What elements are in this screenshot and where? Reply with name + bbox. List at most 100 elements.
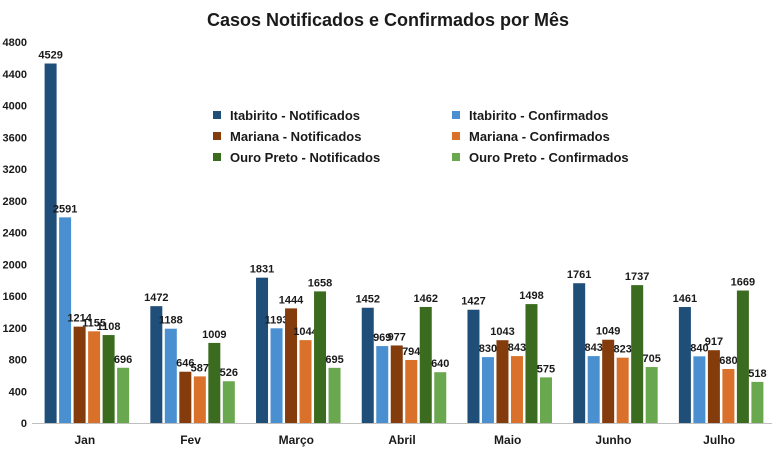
x-tick-label: Abril	[388, 433, 415, 447]
y-tick-label: 2400	[3, 228, 27, 240]
data-label: 2591	[53, 203, 77, 215]
legend-swatch	[452, 132, 460, 140]
bar	[405, 359, 418, 423]
y-tick-label: 0	[21, 418, 27, 430]
data-label: 969	[373, 332, 391, 344]
y-tick-label: 800	[9, 355, 27, 367]
data-label: 977	[388, 331, 406, 343]
data-label: 843	[584, 342, 602, 354]
legend-item: Ouro Preto - Confirmados	[452, 149, 652, 165]
legend-swatch	[452, 111, 460, 119]
data-label: 696	[114, 354, 132, 366]
data-label: 1472	[144, 292, 168, 304]
bar	[256, 277, 269, 423]
legend-item: Mariana - Confirmados	[452, 128, 652, 144]
data-label: 526	[220, 367, 238, 379]
bar	[314, 291, 327, 423]
y-tick-label: 4400	[3, 69, 27, 81]
bar	[434, 372, 447, 423]
data-label: 1498	[519, 290, 543, 302]
legend-item: Mariana - Notificados	[213, 128, 452, 144]
data-label: 575	[537, 363, 555, 375]
data-label: 1009	[202, 329, 226, 341]
data-label: 1043	[490, 326, 514, 338]
bar	[419, 306, 432, 423]
bar	[707, 350, 720, 423]
bar	[88, 331, 101, 423]
bar	[59, 217, 72, 423]
legend-label: Itabirito - Confirmados	[469, 107, 609, 123]
data-label: 1188	[159, 315, 183, 327]
data-label: 794	[402, 346, 421, 358]
y-tick-label: 1200	[3, 323, 27, 335]
legend-swatch	[213, 153, 221, 161]
data-label: 587	[191, 362, 209, 374]
bar	[376, 346, 389, 423]
chart-title: Casos Notificados e Confirmados por Mês	[206, 10, 570, 30]
y-tick-label: 2000	[3, 259, 27, 271]
bar	[525, 304, 538, 423]
data-label: 1669	[731, 277, 755, 289]
legend-label: Mariana - Confirmados	[469, 128, 610, 144]
bar	[602, 339, 615, 423]
data-label: 1044	[293, 326, 318, 338]
bar	[44, 63, 57, 424]
data-label: 1108	[97, 321, 121, 333]
data-label: 1462	[414, 293, 438, 305]
bar	[496, 340, 509, 423]
legend-swatch	[213, 111, 221, 119]
x-tick-label: Junho	[595, 433, 631, 447]
data-label: 1737	[625, 271, 649, 283]
bar	[510, 356, 523, 423]
bar	[102, 335, 115, 423]
data-label: 1049	[596, 326, 620, 338]
data-label: 705	[642, 353, 660, 365]
bar	[361, 307, 374, 423]
bar	[299, 340, 312, 423]
data-label: 640	[431, 358, 449, 370]
bar	[328, 367, 341, 423]
bar	[164, 328, 177, 423]
data-label: 1461	[673, 293, 697, 305]
data-label: 646	[176, 358, 194, 370]
bar	[736, 290, 749, 423]
x-tick-label: Março	[279, 433, 314, 447]
y-tick-label: 4000	[3, 101, 27, 113]
x-tick-label: Maio	[494, 433, 521, 447]
bar	[539, 377, 552, 423]
data-label: 1452	[356, 294, 380, 306]
bar	[573, 283, 586, 423]
data-label: 1658	[308, 277, 332, 289]
bar	[587, 356, 600, 423]
bar	[222, 381, 235, 423]
legend-label: Ouro Preto - Notificados	[230, 149, 381, 165]
data-label: 1444	[279, 294, 304, 306]
data-label: 917	[705, 336, 723, 348]
bar	[631, 285, 644, 423]
data-label: 830	[479, 343, 497, 355]
data-label: 1214	[67, 313, 92, 325]
bar	[208, 342, 221, 423]
legend-swatch	[213, 132, 221, 140]
y-tick-label: 2800	[3, 196, 27, 208]
bar	[193, 376, 206, 423]
y-tick-label: 4800	[3, 37, 27, 49]
bar	[645, 367, 658, 423]
x-tick-label: Fev	[180, 433, 201, 447]
bar	[285, 308, 298, 423]
bar	[270, 328, 283, 423]
x-tick-label: Julho	[703, 433, 735, 447]
legend-label: Ouro Preto - Confirmados	[469, 149, 629, 165]
legend-item: Ouro Preto - Notificados	[213, 149, 452, 165]
data-label: 680	[719, 355, 737, 367]
bar	[467, 309, 480, 423]
bar	[73, 326, 86, 423]
data-label: 823	[613, 344, 631, 356]
legend-item: Itabirito - Notificados	[213, 107, 452, 123]
data-label: 518	[748, 368, 766, 380]
legend-item: Itabirito - Confirmados	[452, 107, 652, 123]
y-tick-label: 3600	[3, 132, 27, 144]
bar	[179, 371, 192, 423]
bar	[481, 357, 494, 423]
